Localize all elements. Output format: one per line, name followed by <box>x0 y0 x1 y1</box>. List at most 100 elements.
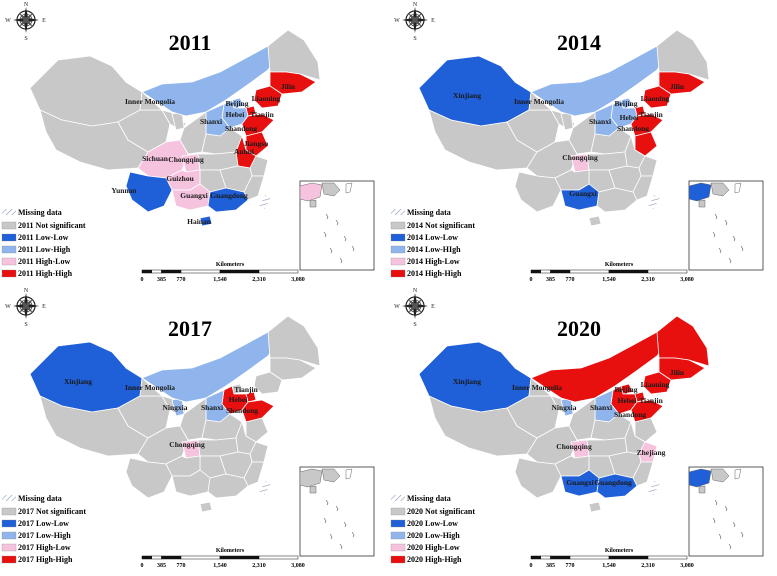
province-label: Jilin <box>670 368 685 377</box>
province-label: Tianjin <box>250 110 274 119</box>
compass-e: E <box>42 304 46 310</box>
province-label: Shanxi <box>589 117 611 126</box>
panel-year-title: 2011 <box>169 30 212 55</box>
province-gansu <box>125 81 187 131</box>
compass-n: N <box>413 288 418 294</box>
legend-swatch-low-low <box>1 519 17 528</box>
legend-label-missing: Missing data <box>18 494 62 503</box>
legend-label-low-high: 2011 Low-High <box>18 245 71 254</box>
legend-label-missing: Missing data <box>18 208 62 217</box>
province-hainan <box>199 501 213 513</box>
legend-label-high-low: 2014 High-Low <box>407 257 460 266</box>
province-yunnan <box>514 171 562 213</box>
province-label: Xinjiang <box>64 377 92 386</box>
legend-label-low-high: 2014 Low-HIgh <box>407 245 461 254</box>
scale-bar: Kilometers 0 385 770 1,540 2,310 3,080 <box>141 548 305 569</box>
province-jiangsu <box>634 131 658 157</box>
scale-bar-tick-label: 770 <box>566 277 575 283</box>
province-label: Sichuan <box>142 154 169 163</box>
scale-bar-tick-label: 385 <box>157 563 166 569</box>
map-panel-2011: N S E W 2011 Inner Mongolia Jilin Liaoning Beiji… <box>0 0 388 285</box>
compass-rose-icon <box>402 7 428 33</box>
legend-swatch-low-low <box>1 233 17 242</box>
legend-label-missing: Missing data <box>407 494 451 503</box>
legend: Missing data 2020 Not significant 2020 Low… <box>390 494 475 564</box>
legend-swatch-missing <box>391 495 405 501</box>
province-label: Guangdong <box>594 478 632 487</box>
scale-bar-tick-label: 3,080 <box>291 277 305 283</box>
legend-label-high-high: 2020 High-High <box>407 555 462 564</box>
legend-swatch-not-significant <box>390 221 406 230</box>
scale-bar-segment <box>550 555 571 560</box>
legend-label-not-significant: 2020 Not significant <box>407 507 475 516</box>
province-gansu <box>514 367 576 417</box>
scale-bar-tick-label: 0 <box>141 277 144 283</box>
province-guangdong <box>596 473 638 499</box>
province-inner-mongolia <box>141 45 281 117</box>
scale-bar-segment <box>647 269 688 274</box>
scale-bar-segment <box>180 555 221 560</box>
province-guangdong <box>207 187 249 213</box>
province-label: Hebei <box>229 395 248 404</box>
compass-w: W <box>394 304 400 310</box>
legend-swatch-high-high <box>390 269 406 278</box>
province-yunnan <box>125 457 173 499</box>
scale-bar-segment <box>151 555 162 560</box>
province-label: Jilin <box>670 82 685 91</box>
scale-bar-tick-label: 3,080 <box>680 563 694 569</box>
province-label: Liaoning <box>252 94 281 103</box>
province-label: Inner Mongolia <box>514 97 564 106</box>
legend-label-high-high: 2014 High-High <box>407 269 462 278</box>
legend: Missing data 2017 Not significant 2017 Low… <box>1 494 86 564</box>
legend-swatch-missing <box>391 209 405 215</box>
scale-bar-title: Kilometers <box>216 548 245 554</box>
province-label: Guangdong <box>210 191 248 200</box>
scale-bar-segment <box>180 269 221 274</box>
scale-bar: Kilometers 0 385 770 1,540 2,310 3,080 <box>141 262 305 283</box>
province-label: Tianjin <box>639 110 663 119</box>
legend-label-high-low: 2020 High-Low <box>407 543 460 552</box>
province-label: Xinjiang <box>453 91 481 100</box>
province-label: Hebei <box>226 110 245 119</box>
compass-s: S <box>24 36 27 42</box>
province-label: Inner Mongolia <box>125 383 175 392</box>
panel-year-title: 2014 <box>557 30 601 55</box>
legend-label-low-low: 2020 Low-Low <box>407 519 458 528</box>
province-label: Shandong <box>226 406 258 415</box>
missing-data-area <box>259 195 271 209</box>
scale-bar-tick-label: 0 <box>530 563 533 569</box>
legend-label-high-high: 2011 High-High <box>18 269 73 278</box>
legend-label-not-significant: 2017 Not significant <box>18 507 86 516</box>
province-label: Beijing <box>226 99 249 108</box>
legend-swatch-high-high <box>390 555 406 564</box>
legend: Missing data 2011 Not significant 2011 Low… <box>1 208 86 278</box>
legend-label-low-low: 2014 Low-Low <box>407 233 458 242</box>
legend-swatch-not-significant <box>1 507 17 516</box>
map-svg: N S E W 2020 Xinjiang Inner Mongolia JilinLiaon… <box>390 288 764 569</box>
legend-swatch-low-low <box>390 519 406 528</box>
province-label: Chongqing <box>169 440 205 449</box>
missing-data-area <box>648 481 660 495</box>
south-china-sea-inset <box>299 180 375 271</box>
south-china-sea-inset <box>688 466 764 557</box>
compass-e: E <box>42 18 46 24</box>
map-panel-2014: N S E W 2014 Xinjiang Inner Mongolia Jilin Liaon… <box>389 0 777 285</box>
scale-bar-tick-label: 770 <box>177 563 186 569</box>
compass-n: N <box>24 288 29 294</box>
compass-n: N <box>24 2 29 8</box>
scale-bar-tick-label: 1,540 <box>602 277 616 283</box>
province-label: Guangxi <box>569 189 597 198</box>
scale-bar-segment <box>161 555 182 560</box>
province-label: Chongqing <box>168 155 204 164</box>
province-label: Yunnan <box>111 186 137 195</box>
province-liaoning <box>253 85 283 109</box>
scale-bar-segment <box>530 555 541 560</box>
compass-rose-icon <box>13 293 39 319</box>
province-gansu <box>514 81 576 131</box>
compass-s: S <box>24 322 27 328</box>
compass-s: S <box>413 36 416 42</box>
province-label: Tianjin <box>234 385 258 394</box>
province-guangdong <box>207 473 249 499</box>
legend-label-low-high: 2020 Low-High <box>407 531 460 540</box>
compass-w: W <box>5 304 11 310</box>
